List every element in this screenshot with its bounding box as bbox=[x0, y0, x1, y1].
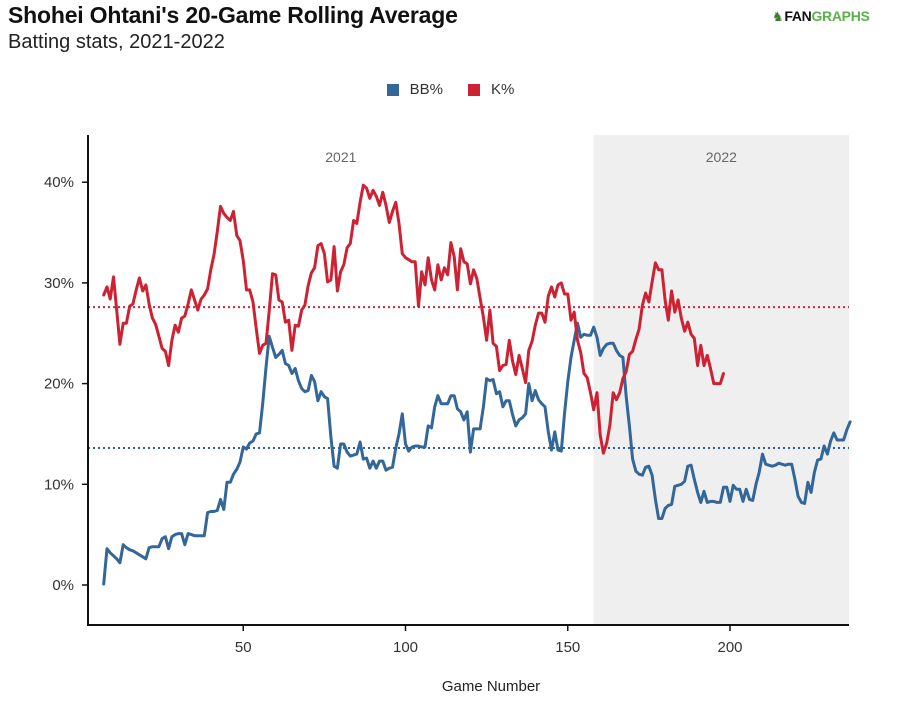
x-tick-label: 200 bbox=[717, 639, 742, 656]
legend-item-bb: BB% bbox=[386, 81, 443, 98]
legend-label-k: K% bbox=[491, 81, 515, 98]
fangraphs-logo-icon: ♞ bbox=[772, 9, 784, 24]
chart-title: Shohei Ohtani's 20-Game Rolling Average bbox=[8, 2, 458, 28]
legend-swatch-bb bbox=[386, 83, 399, 96]
x-tick-label: 50 bbox=[235, 639, 252, 656]
x-axis-title: Game Number bbox=[442, 678, 540, 695]
logo-text-fan: FAN bbox=[784, 8, 812, 24]
x-tick-label: 100 bbox=[393, 639, 418, 656]
season-label-2022: 2022 bbox=[706, 149, 737, 165]
chart-subtitle: Batting stats, 2021-2022 bbox=[8, 31, 225, 53]
y-tick-label: 10% bbox=[44, 476, 74, 493]
y-tick-label: 30% bbox=[44, 275, 74, 292]
series-line-k bbox=[102, 183, 725, 455]
x-tick-label: 150 bbox=[555, 639, 580, 656]
series-line-bb bbox=[102, 321, 852, 586]
legend-item-k: K% bbox=[468, 81, 514, 98]
fangraphs-logo: ♞FANGRAPHS bbox=[772, 8, 870, 25]
legend-swatch-k bbox=[468, 83, 480, 96]
y-tick-label: 0% bbox=[52, 577, 74, 594]
y-tick-label: 40% bbox=[44, 174, 74, 191]
season-label-2021: 2021 bbox=[325, 149, 356, 165]
legend-label-bb: BB% bbox=[409, 81, 443, 98]
y-tick-label: 20% bbox=[44, 376, 74, 393]
logo-text-graphs: GRAPHS bbox=[811, 8, 870, 24]
legend: BB% K% bbox=[0, 81, 900, 98]
